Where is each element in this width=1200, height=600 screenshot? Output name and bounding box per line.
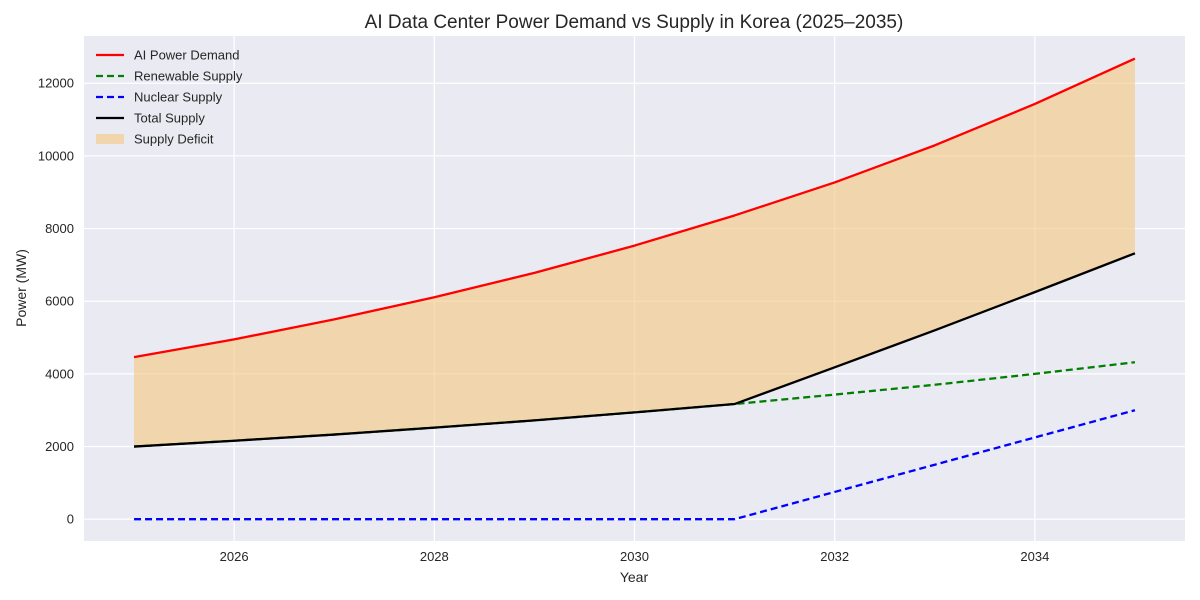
x-tick-2030: 2030	[620, 549, 649, 564]
legend-label-supply-deficit: Supply Deficit	[134, 132, 214, 147]
y-tick-2000: 2000	[45, 439, 74, 454]
legend: AI Power Demand Renewable Supply Nuclear S…	[96, 48, 243, 147]
y-tick-8000: 8000	[45, 221, 74, 236]
legend-label-total-supply: Total Supply	[134, 111, 205, 126]
x-tick-labels: 2026 2028 2030 2032 2034	[220, 549, 1050, 564]
supply-deficit-area	[134, 58, 1135, 447]
x-tick-2032: 2032	[820, 549, 849, 564]
legend-swatch-supply-deficit	[96, 134, 124, 144]
y-tick-6000: 6000	[45, 294, 74, 309]
y-tick-4000: 4000	[45, 366, 74, 381]
x-axis-label: Year	[620, 569, 649, 585]
x-tick-2028: 2028	[420, 549, 449, 564]
legend-label-nuclear-supply: Nuclear Supply	[134, 90, 223, 105]
legend-label-ai-power-demand: AI Power Demand	[134, 48, 240, 63]
y-tick-0: 0	[67, 512, 74, 527]
series-lines-layer	[133, 57, 1136, 521]
chart-title: AI Data Center Power Demand vs Supply in…	[365, 12, 904, 33]
series-line-ai-power-demand	[133, 57, 1136, 359]
y-tick-12000: 12000	[38, 76, 74, 91]
deficit-fill-layer	[134, 58, 1135, 447]
x-tick-2034: 2034	[1020, 549, 1049, 564]
y-axis-label: Power (MW)	[13, 249, 29, 327]
y-tick-10000: 10000	[38, 148, 74, 163]
legend-label-renewable-supply: Renewable Supply	[134, 69, 243, 84]
series-line-nuclear-supply	[134, 409, 1136, 521]
y-tick-labels: 0 2000 4000 6000 8000 10000 12000	[38, 76, 74, 527]
series-line-total-supply	[133, 252, 1136, 448]
x-tick-2026: 2026	[220, 549, 249, 564]
